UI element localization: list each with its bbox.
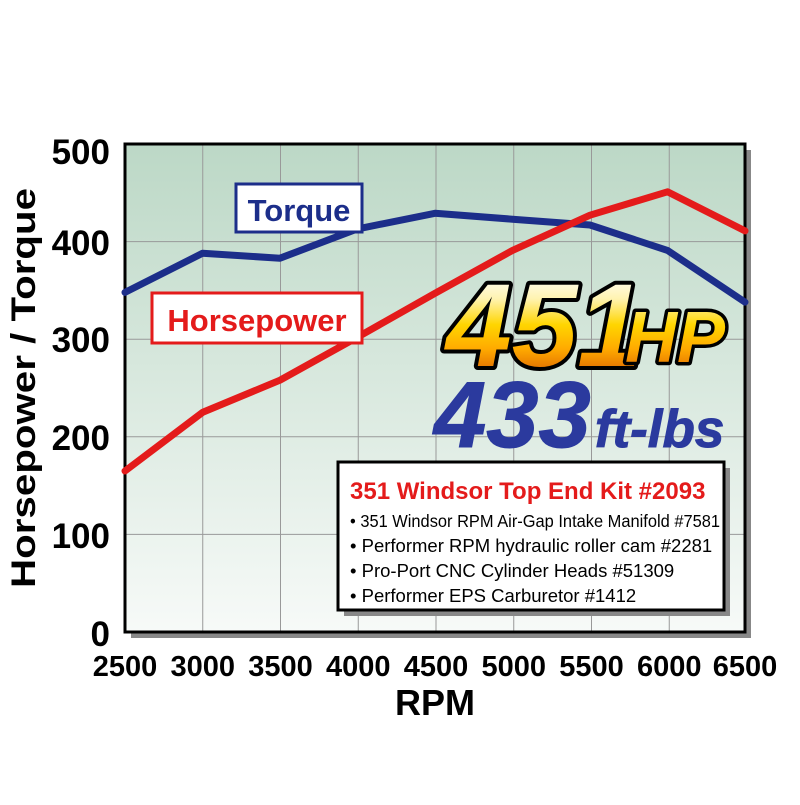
svg-text:RPM: RPM xyxy=(395,682,475,723)
svg-text:6500: 6500 xyxy=(713,651,778,683)
svg-text:• Performer RPM hydraulic roll: • Performer RPM hydraulic roller cam #22… xyxy=(350,535,712,556)
svg-text:5000: 5000 xyxy=(481,651,546,683)
svg-text:• 351 Windsor RPM Air-Gap Inta: • 351 Windsor RPM Air-Gap Intake Manifol… xyxy=(350,511,720,531)
svg-text:• Pro-Port CNC Cylinder Heads: • Pro-Port CNC Cylinder Heads #51309 xyxy=(350,560,674,581)
svg-text:Horsepower: Horsepower xyxy=(167,303,346,338)
svg-text:0: 0 xyxy=(91,615,110,654)
svg-text:• Performer EPS Carburetor #14: • Performer EPS Carburetor #1412 xyxy=(350,585,636,606)
svg-text:2500: 2500 xyxy=(93,651,158,683)
svg-text:400: 400 xyxy=(52,224,110,263)
svg-text:200: 200 xyxy=(52,419,110,458)
svg-text:4000: 4000 xyxy=(326,651,391,683)
svg-text:Torque: Torque xyxy=(248,193,351,228)
svg-text:5500: 5500 xyxy=(559,651,624,683)
svg-text:500: 500 xyxy=(52,133,110,172)
svg-text:4500: 4500 xyxy=(404,651,469,683)
svg-text:Horsepower / Torque: Horsepower / Torque xyxy=(5,188,43,588)
svg-text:3500: 3500 xyxy=(248,651,313,683)
svg-text:300: 300 xyxy=(52,321,110,360)
svg-text:HP: HP xyxy=(625,298,726,378)
svg-text:351 Windsor Top End Kit #2093: 351 Windsor Top End Kit #2093 xyxy=(350,478,705,505)
svg-text:3000: 3000 xyxy=(170,651,235,683)
svg-text:6000: 6000 xyxy=(637,651,702,683)
svg-text:100: 100 xyxy=(52,517,110,556)
